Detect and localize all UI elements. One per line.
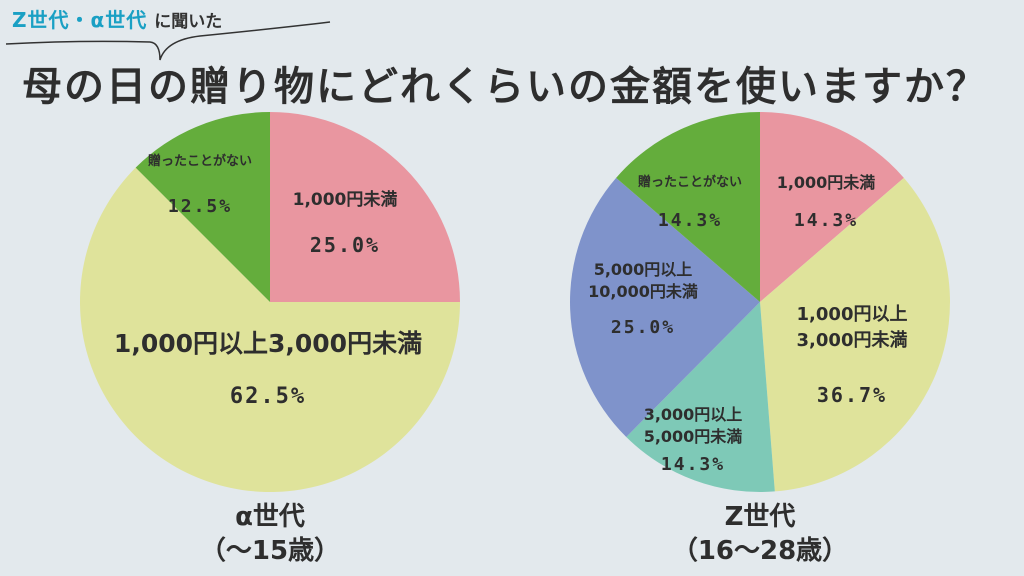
z-label-3-line-1: 10,000円未満 bbox=[588, 282, 698, 301]
z-value-label-4: 14.3% bbox=[658, 210, 722, 231]
caption-generation-alpha: α世代 bbox=[235, 502, 305, 532]
alpha-value-label-2: 12.5% bbox=[168, 196, 232, 217]
z-slice-3 bbox=[570, 177, 760, 437]
alpha-slice-label-2: 贈ったことがない 12.5% bbox=[148, 153, 252, 217]
alpha-slice-2 bbox=[135, 112, 270, 302]
alpha-label-1-line-0: 1,000円以上3,000円未満 bbox=[114, 329, 422, 358]
z-slice-label-1: 1,000円以上 3,000円未満 36.7% bbox=[797, 304, 908, 407]
z-value-label-3: 25.0% bbox=[611, 317, 675, 338]
z-slice-label-2: 3,000円以上 5,000円未満 14.3% bbox=[644, 405, 743, 475]
z-label-2-line-0: 3,000円以上 bbox=[644, 405, 743, 424]
chart-caption-z: Z世代 （16〜28歳） bbox=[610, 500, 910, 568]
alpha-slice-0 bbox=[270, 112, 460, 302]
z-value-label-0: 14.3% bbox=[794, 210, 858, 231]
caption-age-z: （16〜28歳） bbox=[671, 536, 849, 566]
chart-caption-alpha: α世代 （〜15歳） bbox=[120, 500, 420, 568]
z-value-label-2: 14.3% bbox=[661, 454, 725, 475]
alpha-slice-label-1: 1,000円以上3,000円未満 62.5% bbox=[114, 329, 422, 409]
z-slice-label-3: 5,000円以上 10,000円未満 25.0% bbox=[588, 260, 698, 338]
header-tag: Z世代・α世代 に聞いた bbox=[12, 4, 222, 33]
z-slice-0 bbox=[760, 112, 904, 302]
z-value-label-1: 36.7% bbox=[817, 383, 887, 407]
alpha-slice-1 bbox=[80, 167, 461, 493]
alpha-label-2-line-0: 贈ったことがない bbox=[148, 153, 252, 169]
z-slice-2 bbox=[626, 302, 775, 492]
z-slice-4 bbox=[616, 112, 760, 302]
alpha-value-label-1: 62.5% bbox=[230, 384, 306, 409]
header-asked: に聞いた bbox=[154, 12, 223, 32]
z-slice-1 bbox=[760, 177, 950, 492]
header-tag-underline bbox=[5, 21, 331, 61]
caption-generation-z: Z世代 bbox=[724, 502, 796, 532]
z-label-0-line-0: 1,000円未満 bbox=[777, 173, 876, 192]
z-label-4-line-0: 贈ったことがない bbox=[638, 174, 742, 190]
z-label-1-line-0: 1,000円以上 bbox=[797, 304, 908, 325]
z-label-3-line-0: 5,000円以上 bbox=[594, 260, 693, 279]
z-label-2-line-1: 5,000円未満 bbox=[644, 427, 743, 446]
z-label-1-line-1: 3,000円未満 bbox=[797, 329, 908, 351]
alpha-label-0-line-0: 1,000円未満 bbox=[293, 189, 398, 210]
page-title: 母の日の贈り物にどれくらいの金額を使いますか？ bbox=[22, 64, 988, 110]
alpha-value-label-0: 25.0% bbox=[310, 233, 380, 257]
z-slice-label-0: 1,000円未満 14.3% bbox=[777, 173, 876, 231]
alpha-slice-label-0: 1,000円未満 25.0% bbox=[293, 189, 398, 257]
z-slice-label-4: 贈ったことがない 14.3% bbox=[638, 174, 742, 231]
caption-age-alpha: （〜15歳） bbox=[199, 536, 341, 566]
header-generations: Z世代・α世代 bbox=[12, 8, 148, 32]
